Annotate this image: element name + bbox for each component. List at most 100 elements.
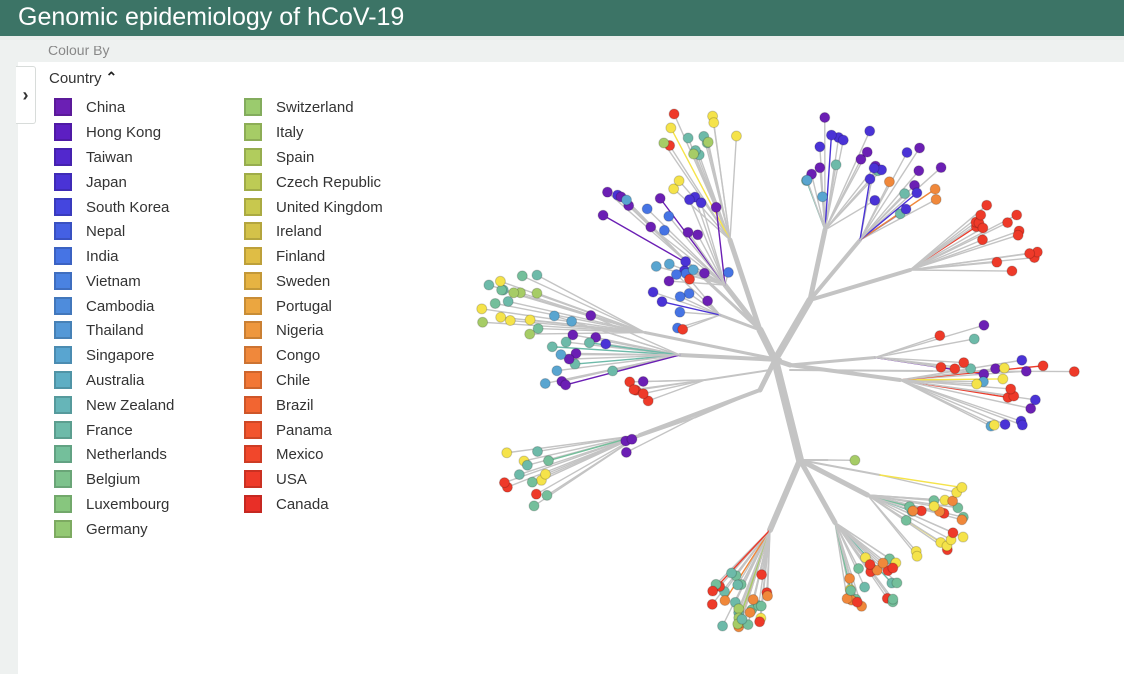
legend-item[interactable]: Japan	[54, 171, 127, 193]
legend-item[interactable]: Sweden	[244, 270, 330, 292]
tree-tip[interactable]	[717, 620, 729, 632]
tree-tip[interactable]	[855, 153, 867, 165]
tree-tip[interactable]	[508, 287, 520, 299]
tree-tip[interactable]	[702, 295, 714, 307]
tree-tip[interactable]	[935, 162, 947, 174]
tree-tip[interactable]	[539, 377, 551, 389]
tree-tip[interactable]	[502, 295, 514, 307]
tree-tip[interactable]	[501, 447, 513, 459]
legend-item[interactable]: Canada	[244, 493, 329, 515]
tree-tip[interactable]	[674, 291, 686, 303]
tree-tip[interactable]	[913, 165, 925, 177]
tree-tip[interactable]	[688, 148, 700, 160]
tree-tip[interactable]	[531, 287, 543, 299]
tree-tip[interactable]	[956, 481, 968, 493]
tree-tip[interactable]	[710, 201, 722, 213]
legend-item[interactable]: Finland	[244, 245, 325, 267]
tree-tip[interactable]	[978, 319, 990, 331]
tree-tip[interactable]	[956, 514, 968, 526]
tree-tip[interactable]	[585, 310, 597, 322]
tree-tip[interactable]	[563, 353, 575, 365]
tree-tip[interactable]	[498, 477, 510, 489]
tree-tip[interactable]	[542, 455, 554, 467]
tree-tip[interactable]	[663, 258, 675, 270]
tree-tip[interactable]	[551, 365, 563, 377]
tree-tip[interactable]	[929, 183, 941, 195]
tree-tip[interactable]	[814, 141, 826, 153]
legend-item[interactable]: South Korea	[54, 196, 169, 218]
legend-item[interactable]: Australia	[54, 369, 144, 391]
tree-tip[interactable]	[555, 349, 567, 361]
tree-tip[interactable]	[801, 174, 813, 186]
legend-item[interactable]: Netherlands	[54, 443, 167, 465]
tree-tip[interactable]	[708, 117, 720, 129]
tree-tip[interactable]	[756, 569, 768, 581]
tree-tip[interactable]	[911, 187, 923, 199]
tree-tip[interactable]	[663, 275, 675, 287]
tree-tip[interactable]	[816, 191, 828, 203]
tree-tip[interactable]	[825, 129, 837, 141]
tree-tip[interactable]	[600, 338, 612, 350]
legend-item[interactable]: Vietnam	[54, 270, 141, 292]
legend-item[interactable]: USA	[244, 468, 307, 490]
tree-tip[interactable]	[819, 111, 831, 123]
tree-tip[interactable]	[683, 194, 695, 206]
tree-tip[interactable]	[539, 468, 551, 480]
tree-tip[interactable]	[1020, 365, 1032, 377]
legend-item[interactable]: Brazil	[244, 394, 314, 416]
tree-tip[interactable]	[477, 316, 489, 328]
tree-tip[interactable]	[930, 193, 942, 205]
tree-tip[interactable]	[650, 260, 662, 272]
legend-item[interactable]: Nigeria	[244, 319, 324, 341]
tree-tip[interactable]	[754, 616, 766, 628]
tree-tip[interactable]	[851, 596, 863, 608]
legend-item[interactable]: New Zealand	[54, 394, 174, 416]
tree-tip[interactable]	[641, 203, 653, 215]
tree-tip[interactable]	[489, 297, 501, 309]
tree-tip[interactable]	[845, 584, 857, 596]
tree-tip[interactable]	[747, 594, 759, 606]
tree-tip[interactable]	[1068, 366, 1080, 378]
tree-tip[interactable]	[837, 134, 849, 146]
tree-tip[interactable]	[988, 419, 1000, 431]
tree-tip[interactable]	[1002, 217, 1014, 229]
tree-tip[interactable]	[601, 186, 613, 198]
legend-item[interactable]: Portugal	[244, 295, 332, 317]
tree-tip[interactable]	[607, 365, 619, 377]
tree-tip[interactable]	[548, 310, 560, 322]
tree-tip[interactable]	[887, 593, 899, 605]
tree-tip[interactable]	[861, 146, 873, 158]
tree-tip[interactable]	[524, 328, 536, 340]
tree-tip[interactable]	[682, 132, 694, 144]
legend-item[interactable]: Singapore	[54, 344, 154, 366]
tree-tip[interactable]	[907, 505, 919, 517]
tree-tip[interactable]	[744, 606, 756, 618]
legend-item[interactable]: United Kingdom	[244, 196, 383, 218]
tree-tip[interactable]	[654, 192, 666, 204]
tree-tip[interactable]	[476, 303, 488, 315]
tree-tip[interactable]	[975, 209, 987, 221]
tree-tip[interactable]	[706, 598, 718, 610]
tree-tip[interactable]	[528, 500, 540, 512]
tree-tip[interactable]	[546, 341, 558, 353]
tree-tip[interactable]	[722, 266, 734, 278]
tree-tip[interactable]	[814, 162, 826, 174]
tree-tip[interactable]	[541, 489, 553, 501]
sidebar-toggle-button[interactable]: ›	[16, 66, 36, 124]
tree-tip[interactable]	[877, 557, 889, 569]
tree-tip[interactable]	[695, 197, 707, 209]
tree-tip[interactable]	[1016, 354, 1028, 366]
tree-tip[interactable]	[707, 585, 719, 597]
tree-tip[interactable]	[965, 363, 977, 375]
tree-tip[interactable]	[645, 221, 657, 233]
tree-tip[interactable]	[1037, 360, 1049, 372]
tree-tip[interactable]	[513, 469, 525, 481]
tree-tip[interactable]	[952, 502, 964, 514]
legend-item[interactable]: Luxembourg	[54, 493, 169, 515]
tree-tip[interactable]	[677, 323, 689, 335]
tree-tip[interactable]	[871, 564, 883, 576]
legend-item[interactable]: Spain	[244, 146, 314, 168]
tree-tip[interactable]	[566, 315, 578, 327]
legend-item[interactable]: Switzerland	[244, 96, 354, 118]
tree-tip[interactable]	[891, 577, 903, 589]
